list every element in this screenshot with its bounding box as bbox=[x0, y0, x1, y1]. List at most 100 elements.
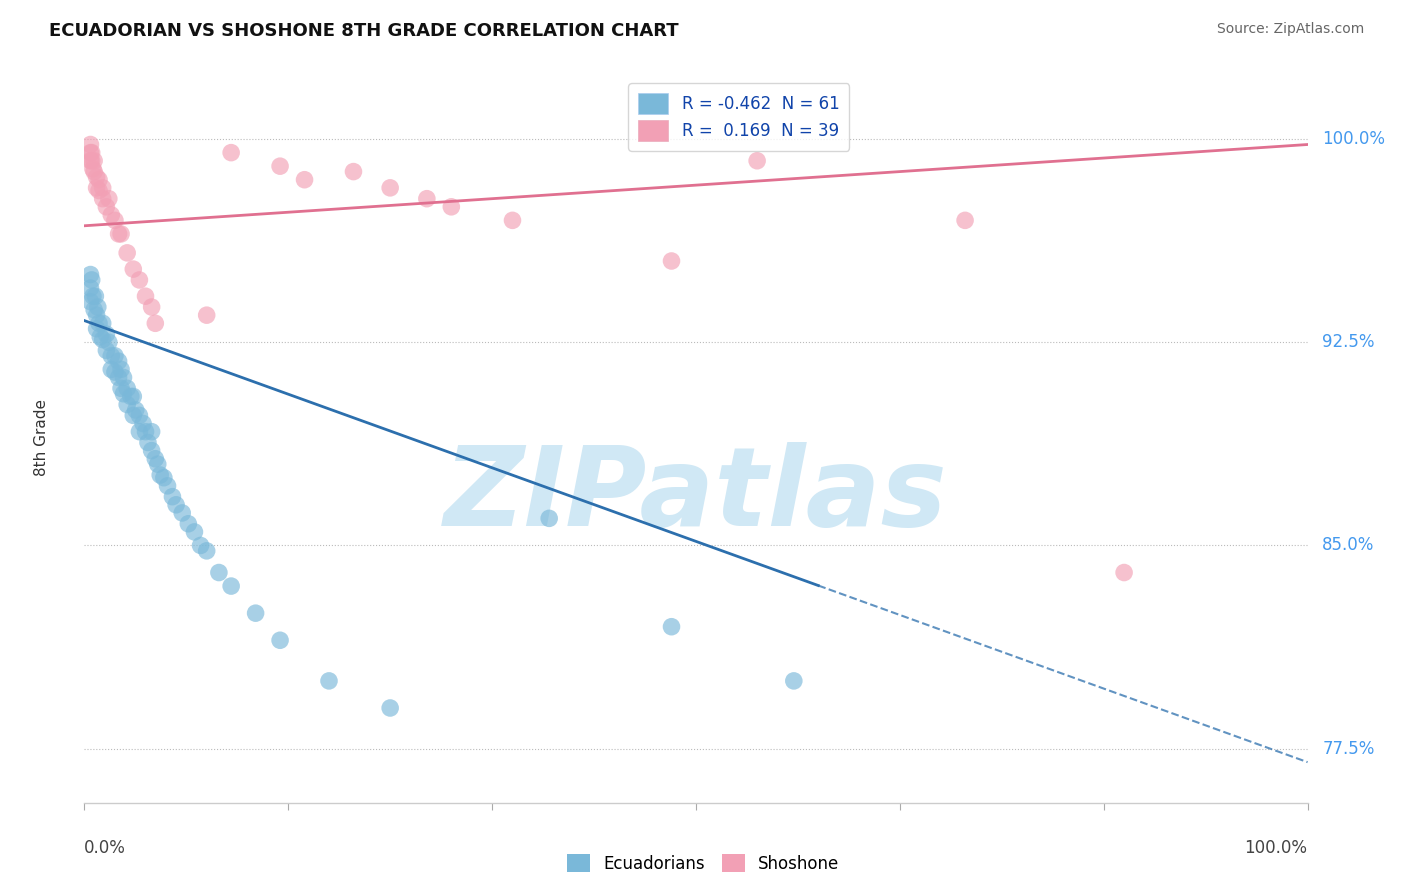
Point bbox=[132, 417, 155, 431]
Text: ECUADORIAN VS SHOSHONE 8TH GRADE CORRELATION CHART: ECUADORIAN VS SHOSHONE 8TH GRADE CORRELA… bbox=[49, 22, 679, 40]
Point bbox=[219, 145, 242, 160]
Point bbox=[135, 289, 157, 303]
Point bbox=[115, 245, 138, 260]
Point bbox=[318, 673, 340, 688]
Point bbox=[96, 343, 118, 358]
Point bbox=[141, 443, 163, 458]
Point bbox=[104, 365, 127, 379]
Point bbox=[82, 161, 104, 176]
Point bbox=[269, 159, 291, 173]
Point bbox=[115, 381, 138, 395]
Point bbox=[100, 349, 122, 363]
Point bbox=[89, 330, 111, 344]
Point bbox=[79, 145, 101, 160]
Point bbox=[110, 381, 132, 395]
Point bbox=[80, 145, 103, 160]
Point bbox=[149, 468, 172, 483]
Point bbox=[86, 322, 108, 336]
Point bbox=[128, 273, 150, 287]
Point bbox=[153, 471, 176, 485]
Point bbox=[208, 566, 231, 580]
Point bbox=[91, 181, 114, 195]
Point bbox=[747, 153, 769, 168]
Point bbox=[112, 386, 135, 401]
Legend: R = -0.462  N = 61, R =  0.169  N = 39: R = -0.462 N = 61, R = 0.169 N = 39 bbox=[628, 83, 849, 151]
Point bbox=[100, 362, 122, 376]
Point bbox=[83, 153, 105, 168]
Point bbox=[183, 524, 205, 539]
Point bbox=[141, 425, 163, 439]
Point bbox=[104, 349, 127, 363]
Point bbox=[122, 409, 145, 423]
Text: 100.0%: 100.0% bbox=[1244, 839, 1308, 857]
Point bbox=[86, 181, 108, 195]
Point bbox=[96, 200, 118, 214]
Point bbox=[122, 262, 145, 277]
Point bbox=[110, 362, 132, 376]
Point bbox=[143, 451, 166, 466]
Point bbox=[136, 435, 159, 450]
Point bbox=[83, 164, 105, 178]
Point bbox=[172, 506, 194, 520]
Point bbox=[783, 673, 806, 688]
Point bbox=[91, 192, 114, 206]
Point bbox=[87, 184, 110, 198]
Point bbox=[107, 354, 129, 368]
Point bbox=[80, 153, 103, 168]
Point bbox=[125, 403, 148, 417]
Point bbox=[953, 213, 976, 227]
Point bbox=[97, 335, 120, 350]
Point bbox=[141, 300, 163, 314]
Point bbox=[79, 153, 101, 168]
Point bbox=[104, 213, 127, 227]
Point bbox=[342, 164, 364, 178]
Point bbox=[79, 294, 101, 309]
Point bbox=[91, 316, 114, 330]
Point bbox=[96, 327, 118, 342]
Point bbox=[80, 273, 103, 287]
Point bbox=[502, 213, 524, 227]
Point bbox=[122, 389, 145, 403]
Point bbox=[115, 398, 138, 412]
Point bbox=[87, 316, 110, 330]
Legend: Ecuadorians, Shoshone: Ecuadorians, Shoshone bbox=[560, 847, 846, 880]
Text: 0.0%: 0.0% bbox=[84, 839, 127, 857]
Point bbox=[79, 268, 101, 282]
Point bbox=[195, 544, 218, 558]
Point bbox=[1114, 566, 1136, 580]
Point bbox=[82, 289, 104, 303]
Text: 77.5%: 77.5% bbox=[1322, 739, 1375, 757]
Text: 85.0%: 85.0% bbox=[1322, 536, 1375, 555]
Point bbox=[162, 490, 184, 504]
Point bbox=[120, 389, 142, 403]
Point bbox=[107, 370, 129, 384]
Point bbox=[87, 300, 110, 314]
Point bbox=[110, 227, 132, 241]
Point bbox=[661, 620, 683, 634]
Text: 100.0%: 100.0% bbox=[1322, 130, 1385, 148]
Point bbox=[269, 633, 291, 648]
Point bbox=[380, 701, 402, 715]
Point bbox=[156, 479, 179, 493]
Point bbox=[86, 308, 108, 322]
Text: Source: ZipAtlas.com: Source: ZipAtlas.com bbox=[1216, 22, 1364, 37]
Point bbox=[661, 254, 683, 268]
Point bbox=[380, 181, 402, 195]
Point bbox=[100, 208, 122, 222]
Point bbox=[107, 227, 129, 241]
Point bbox=[84, 289, 107, 303]
Point bbox=[83, 302, 105, 317]
Point bbox=[538, 511, 561, 525]
Point bbox=[135, 425, 157, 439]
Point bbox=[97, 192, 120, 206]
Point bbox=[112, 370, 135, 384]
Point bbox=[416, 192, 439, 206]
Point bbox=[87, 172, 110, 186]
Point bbox=[177, 516, 200, 531]
Point bbox=[245, 606, 267, 620]
Point bbox=[86, 169, 108, 184]
Text: ZIPatlas: ZIPatlas bbox=[444, 442, 948, 549]
Point bbox=[219, 579, 242, 593]
Text: 92.5%: 92.5% bbox=[1322, 334, 1375, 351]
Point bbox=[79, 281, 101, 295]
